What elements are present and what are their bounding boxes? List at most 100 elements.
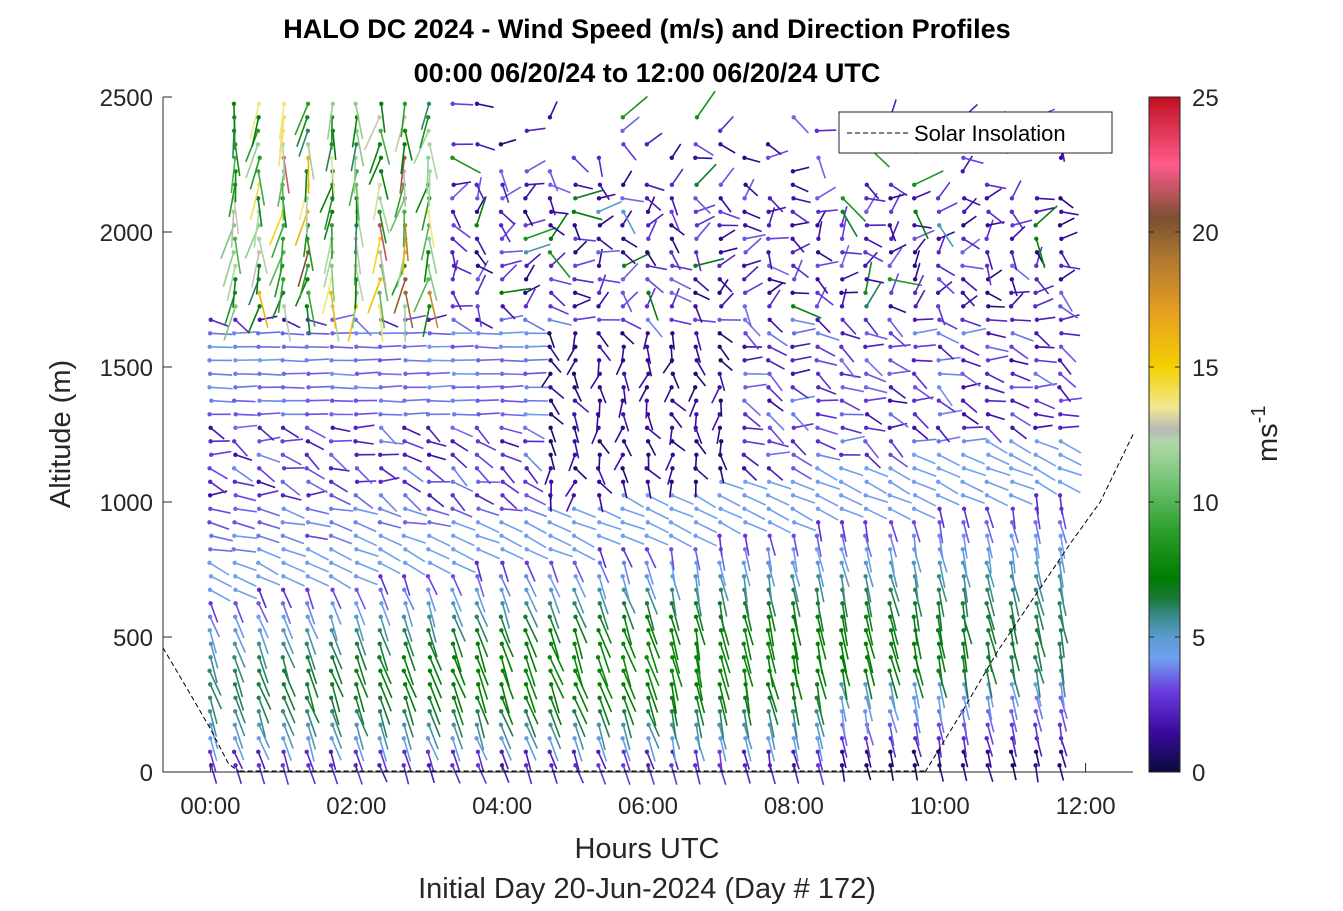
wind-vector (209, 521, 230, 531)
wind-vector-origin (814, 722, 820, 727)
wind-vector (817, 522, 823, 542)
wind-vector (646, 616, 658, 645)
wind-vector (566, 359, 577, 376)
wind-vector-origin (815, 763, 821, 768)
wind-vector-origin (256, 452, 261, 457)
wind-vector (719, 697, 728, 726)
wind-vector (963, 327, 987, 335)
wind-vector (623, 616, 633, 646)
wind-vector (963, 508, 970, 529)
wind-vector (622, 724, 631, 751)
wind-vector (889, 549, 895, 574)
wind-vector (500, 616, 511, 644)
wind-vector (422, 306, 431, 338)
wind-vector (744, 508, 766, 521)
wind-vector (429, 359, 453, 362)
wind-vector (283, 562, 306, 573)
wind-vector (816, 616, 826, 646)
wind-vector-origin (523, 682, 529, 687)
wind-vector-origin (693, 209, 699, 214)
wind-vector (792, 549, 798, 573)
wind-vector-origin (476, 682, 481, 687)
wind-vector-origin (572, 452, 578, 457)
wind-vector (744, 535, 750, 556)
wind-vector-origin (232, 439, 237, 444)
wind-vector-origin (256, 250, 262, 255)
wind-vector-origin (669, 709, 675, 714)
wind-vector-origin (646, 371, 651, 376)
wind-vector (720, 167, 735, 186)
wind-vector (598, 683, 613, 713)
wind-vector (938, 386, 953, 407)
wind-vector-origin (791, 452, 796, 457)
wind-vector (695, 346, 702, 364)
wind-vector-origin (669, 250, 674, 255)
wind-vector (331, 684, 341, 713)
wind-vector-origin (500, 398, 505, 403)
wind-vector (573, 373, 579, 389)
wind-vector (793, 327, 816, 335)
wind-vector (792, 395, 815, 402)
wind-vector (323, 211, 333, 240)
wind-vector-origin (669, 668, 675, 673)
wind-vector-origin (451, 682, 456, 687)
wind-vector-origin (644, 547, 650, 552)
wind-vector (550, 765, 558, 784)
wind-vector (986, 576, 995, 603)
wind-vector (598, 724, 606, 751)
wind-vector (354, 265, 364, 302)
wind-vector-origin (596, 736, 601, 741)
wind-vector-origin (961, 277, 966, 282)
wind-vector (405, 314, 427, 321)
wind-vector-origin (767, 317, 772, 322)
wind-vector-origin (257, 466, 262, 471)
wind-vector (428, 440, 447, 447)
wind-vector (209, 386, 233, 390)
wind-vector (864, 576, 872, 603)
wind-vector-origin (500, 182, 505, 187)
wind-vector (573, 211, 603, 221)
wind-vector (792, 305, 822, 319)
wind-vector-origin (401, 614, 407, 619)
wind-vector (379, 711, 388, 739)
wind-vector (235, 494, 257, 502)
wind-vector (817, 251, 833, 262)
wind-vector (694, 278, 710, 292)
wind-vector-origin (330, 587, 335, 592)
wind-vector-origin (913, 304, 918, 309)
wind-vector (694, 576, 700, 602)
wind-vector-origin (426, 115, 431, 120)
wind-vector (1060, 454, 1082, 466)
wind-vector (356, 346, 379, 349)
wind-vector (306, 616, 319, 640)
wind-vector-origin (621, 641, 626, 646)
wind-vector-origin (694, 695, 699, 700)
wind-vector-origin (1034, 493, 1039, 498)
wind-vector (1060, 314, 1080, 321)
wind-vector-origin (476, 358, 481, 363)
wind-vector-origin (378, 547, 383, 552)
wind-vector-origin (1009, 344, 1014, 349)
wind-vector-origin (256, 574, 261, 579)
wind-vector (404, 225, 409, 262)
wind-vector (234, 399, 256, 403)
wind-vector-origin (644, 398, 649, 403)
wind-vector-origin (476, 331, 481, 336)
wind-vector-origin (1034, 385, 1039, 390)
wind-vector-origin (499, 506, 504, 511)
wind-vector (985, 603, 996, 631)
wind-vector-origin (548, 412, 554, 417)
wind-vector-origin (888, 304, 893, 309)
wind-vector (792, 292, 810, 295)
wind-vector-origin (839, 506, 844, 511)
wind-vector-origin (743, 250, 748, 255)
wind-vector (429, 521, 452, 528)
wind-vector (695, 292, 710, 301)
wind-vector (744, 427, 764, 431)
wind-vector-origin (548, 709, 553, 714)
wind-vector (475, 616, 489, 643)
wind-vector-origin (814, 587, 819, 592)
wind-vector (744, 234, 766, 240)
wind-vector (427, 548, 450, 560)
wind-vector (452, 467, 468, 487)
